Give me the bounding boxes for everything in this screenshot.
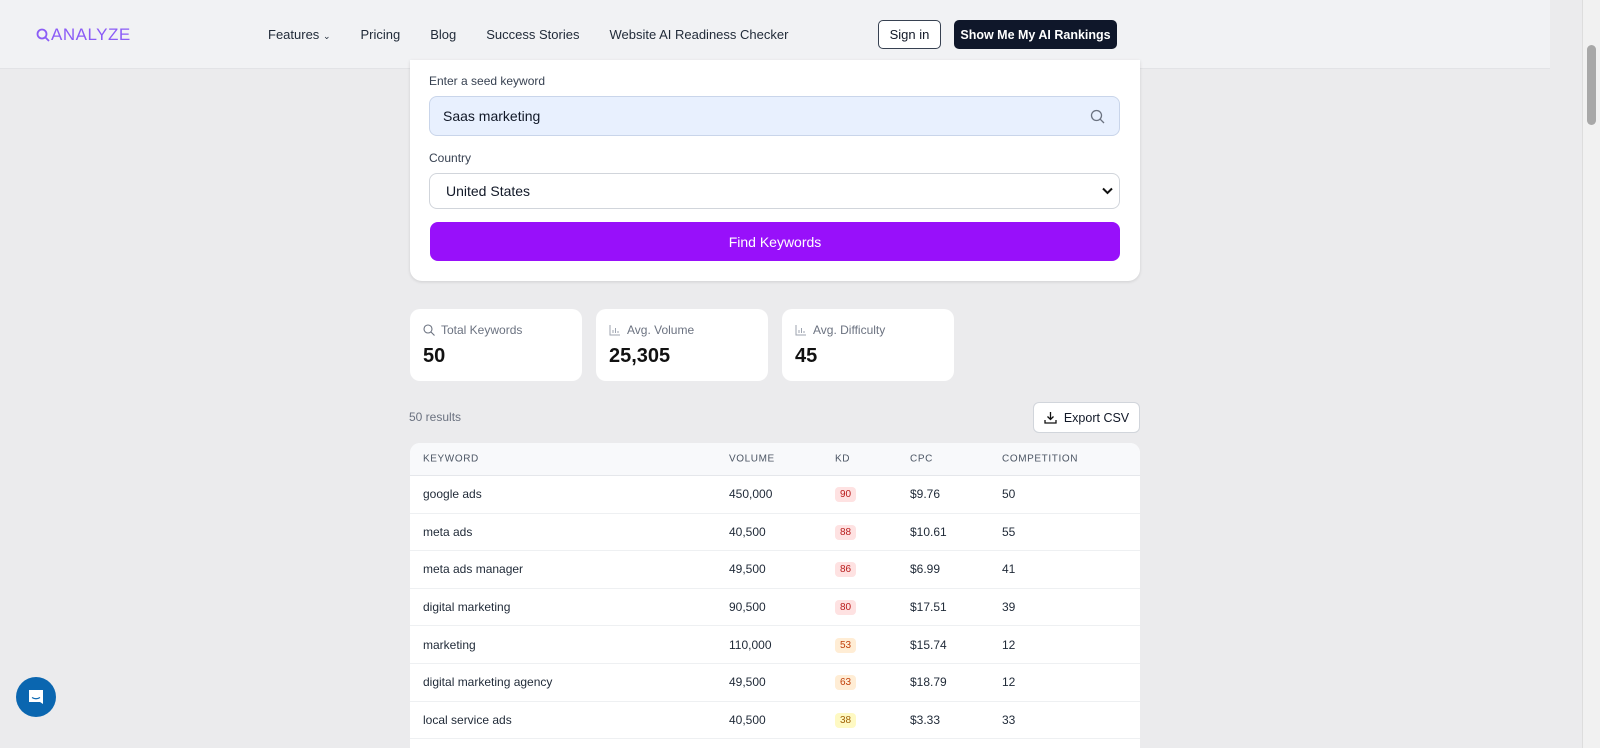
chat-icon [29,690,43,704]
scrollbar[interactable] [1582,0,1600,748]
nav-ai-readiness-checker[interactable]: Website AI Readiness Checker [609,27,789,42]
logo-magnifier-icon [36,28,50,42]
keyword-cell: marketing [423,637,476,652]
table-row[interactable]: meta ads manager 49,500 86 $6.99 41 [410,551,1140,589]
keyword-cell: meta ads manager [423,562,524,577]
cpc-cell: $3.33 [910,712,941,727]
nav-features[interactable]: Features ⌄ [268,27,331,42]
keyword-cell: meta ads [423,524,473,539]
volume-cell: 450,000 [729,487,773,502]
kd-cell: 88 [835,524,857,540]
table-row[interactable]: meta ads 40,500 88 $10.61 55 [410,514,1140,552]
keyword-cell: local service ads [423,712,512,727]
cpc-cell: $6.99 [910,562,941,577]
kd-cell: 90 [835,486,857,503]
stat-value: 45 [795,345,818,367]
kd-badge: 86 [835,562,857,578]
competition-cell: 55 [1002,524,1016,539]
bar-chart-icon [609,325,620,336]
results-count: 50 results [409,410,462,424]
nav-success-stories[interactable]: Success Stories [486,27,580,42]
kd-badge: 88 [835,524,857,540]
competition-cell: 12 [1002,675,1016,690]
seed-keyword-value: Saas marketing [443,108,541,124]
search-icon [423,324,435,336]
logo-text: ANALYZE [51,25,131,44]
stat-total-keywords: Total Keywords 50 [410,309,582,381]
kd-cell: 53 [835,637,857,653]
kd-cell: 38 [835,712,857,728]
kd-badge: 80 [835,600,857,616]
top-nav: ANALYZE Features ⌄ Pricing Blog Success … [0,0,1550,69]
logo[interactable]: ANALYZE [36,25,131,45]
find-keywords-button[interactable]: Find Keywords [430,222,1120,261]
volume-cell: 110,000 [729,637,772,652]
competition-cell: 41 [1002,562,1016,577]
keyword-table: KEYWORD VOLUME KD CPC COMPETITION google… [410,443,1140,748]
cpc-cell: $17.51 [910,600,947,615]
download-icon [1044,412,1057,424]
kd-badge: 53 [835,637,857,653]
chevron-down-icon: ⌄ [322,31,331,41]
search-icon [1090,109,1105,123]
keyword-cell: digital marketing [423,600,511,615]
export-csv-button[interactable]: Export CSV [1033,402,1140,433]
table-header: KEYWORD VOLUME KD CPC COMPETITION [410,443,1140,476]
volume-cell: 40,500 [729,712,766,727]
header-volume[interactable]: VOLUME [729,453,775,465]
kd-badge: 38 [835,712,857,728]
chevron-down-icon [1102,187,1113,195]
country-value: United States [446,183,531,199]
header-cpc[interactable]: CPC [910,453,933,465]
nav-pricing[interactable]: Pricing [360,27,401,42]
nav-blog[interactable]: Blog [430,27,457,42]
keyword-cell: digital marketing agency [423,675,553,690]
seed-keyword-label: Enter a seed keyword [429,74,546,88]
volume-cell: 49,500 [729,562,766,577]
table-row[interactable]: local service ads 40,500 38 $3.33 33 [410,702,1140,740]
stat-value: 25,305 [609,345,671,367]
cpc-cell: $15.74 [910,637,947,652]
header-kd[interactable]: KD [835,453,851,465]
competition-cell: 39 [1002,600,1016,615]
table-row[interactable]: marketing 110,000 53 $15.74 12 [410,626,1140,664]
table-row[interactable]: digital marketing 90,500 80 $17.51 39 [410,589,1140,627]
volume-cell: 49,500 [729,675,766,690]
scrollbar-thumb[interactable] [1587,45,1596,125]
kd-cell: 63 [835,674,857,691]
chat-launcher-button[interactable] [16,677,56,717]
header-keyword[interactable]: KEYWORD [423,453,479,465]
show-rankings-button[interactable]: Show Me My AI Rankings [954,20,1117,49]
stat-value: 50 [423,345,446,367]
kd-cell: 86 [835,561,857,578]
table-row[interactable]: digital marketing agency 49,500 63 $18.79 12 [410,664,1140,702]
volume-cell: 40,500 [729,524,766,539]
table-row[interactable]: google ads 450,000 90 $9.76 50 [410,476,1140,514]
header-competition[interactable]: COMPETITION [1002,453,1079,465]
kd-cell: 80 [835,599,857,616]
competition-cell: 33 [1002,712,1016,727]
bar-chart-icon [795,325,806,336]
stat-avg-volume: Avg. Volume 25,305 [596,309,768,381]
volume-cell: 90,500 [729,600,766,615]
stat-avg-difficulty: Avg. Difficulty 45 [782,309,954,381]
competition-cell: 50 [1002,487,1016,502]
keyword-form: Enter a seed keyword Saas marketing Coun… [410,60,1140,281]
keyword-cell: google ads [423,487,482,502]
country-label: Country [429,151,472,165]
cpc-cell: $9.76 [910,487,941,502]
competition-cell: 12 [1002,637,1016,652]
cpc-cell: $10.61 [910,524,947,539]
cpc-cell: $18.79 [910,675,947,690]
sign-in-button[interactable]: Sign in [878,20,941,49]
country-select[interactable]: United States [429,173,1120,209]
seed-keyword-input[interactable]: Saas marketing [429,96,1120,136]
kd-badge: 90 [835,487,857,503]
kd-badge: 63 [835,675,857,691]
